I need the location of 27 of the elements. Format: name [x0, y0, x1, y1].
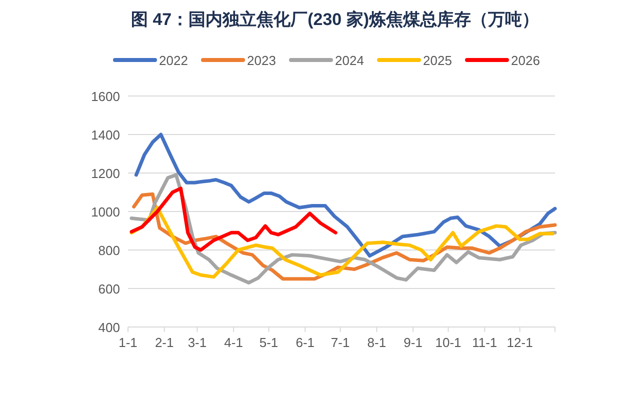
y-tick-label: 1600	[91, 89, 120, 104]
line-series	[130, 186, 338, 252]
x-tick-label: 12-1	[506, 335, 533, 350]
title: 图 47：国内独立焦化厂(230 家)炼焦煤总库存（万吨）	[130, 10, 540, 29]
y-tick-label: 600	[98, 282, 120, 296]
x-tick-label: 7-1	[330, 335, 350, 350]
legend-label: 2026	[511, 53, 540, 68]
y-tick-label: 400	[98, 320, 120, 335]
x-tick-label: 5-1	[259, 335, 278, 350]
x-tick-label: 11-1	[472, 335, 498, 350]
legend-label: 2025	[423, 53, 452, 68]
line-series	[130, 206, 554, 279]
y-tick-label: 1000	[91, 204, 120, 220]
x-tick-label: 2-1	[154, 335, 174, 350]
legend-label: 2023	[247, 53, 276, 68]
legend-label: 2024	[335, 53, 364, 68]
x-tick-label: 10-1	[435, 335, 462, 350]
legend-label: 2022	[159, 53, 188, 68]
y-tick-label: 1200	[91, 166, 120, 181]
x-tick-label: 6-1	[296, 335, 315, 350]
x-tick-label: 9-1	[404, 335, 422, 350]
y-tick-label: 1400	[91, 128, 120, 142]
x-tick-label: 4-1	[224, 335, 243, 350]
x-tick-label: 3-1	[188, 335, 207, 350]
x-tick-label: 1-1	[118, 335, 138, 350]
y-tick-label: 800	[98, 243, 120, 258]
x-tick-label: 8-1	[367, 335, 386, 350]
